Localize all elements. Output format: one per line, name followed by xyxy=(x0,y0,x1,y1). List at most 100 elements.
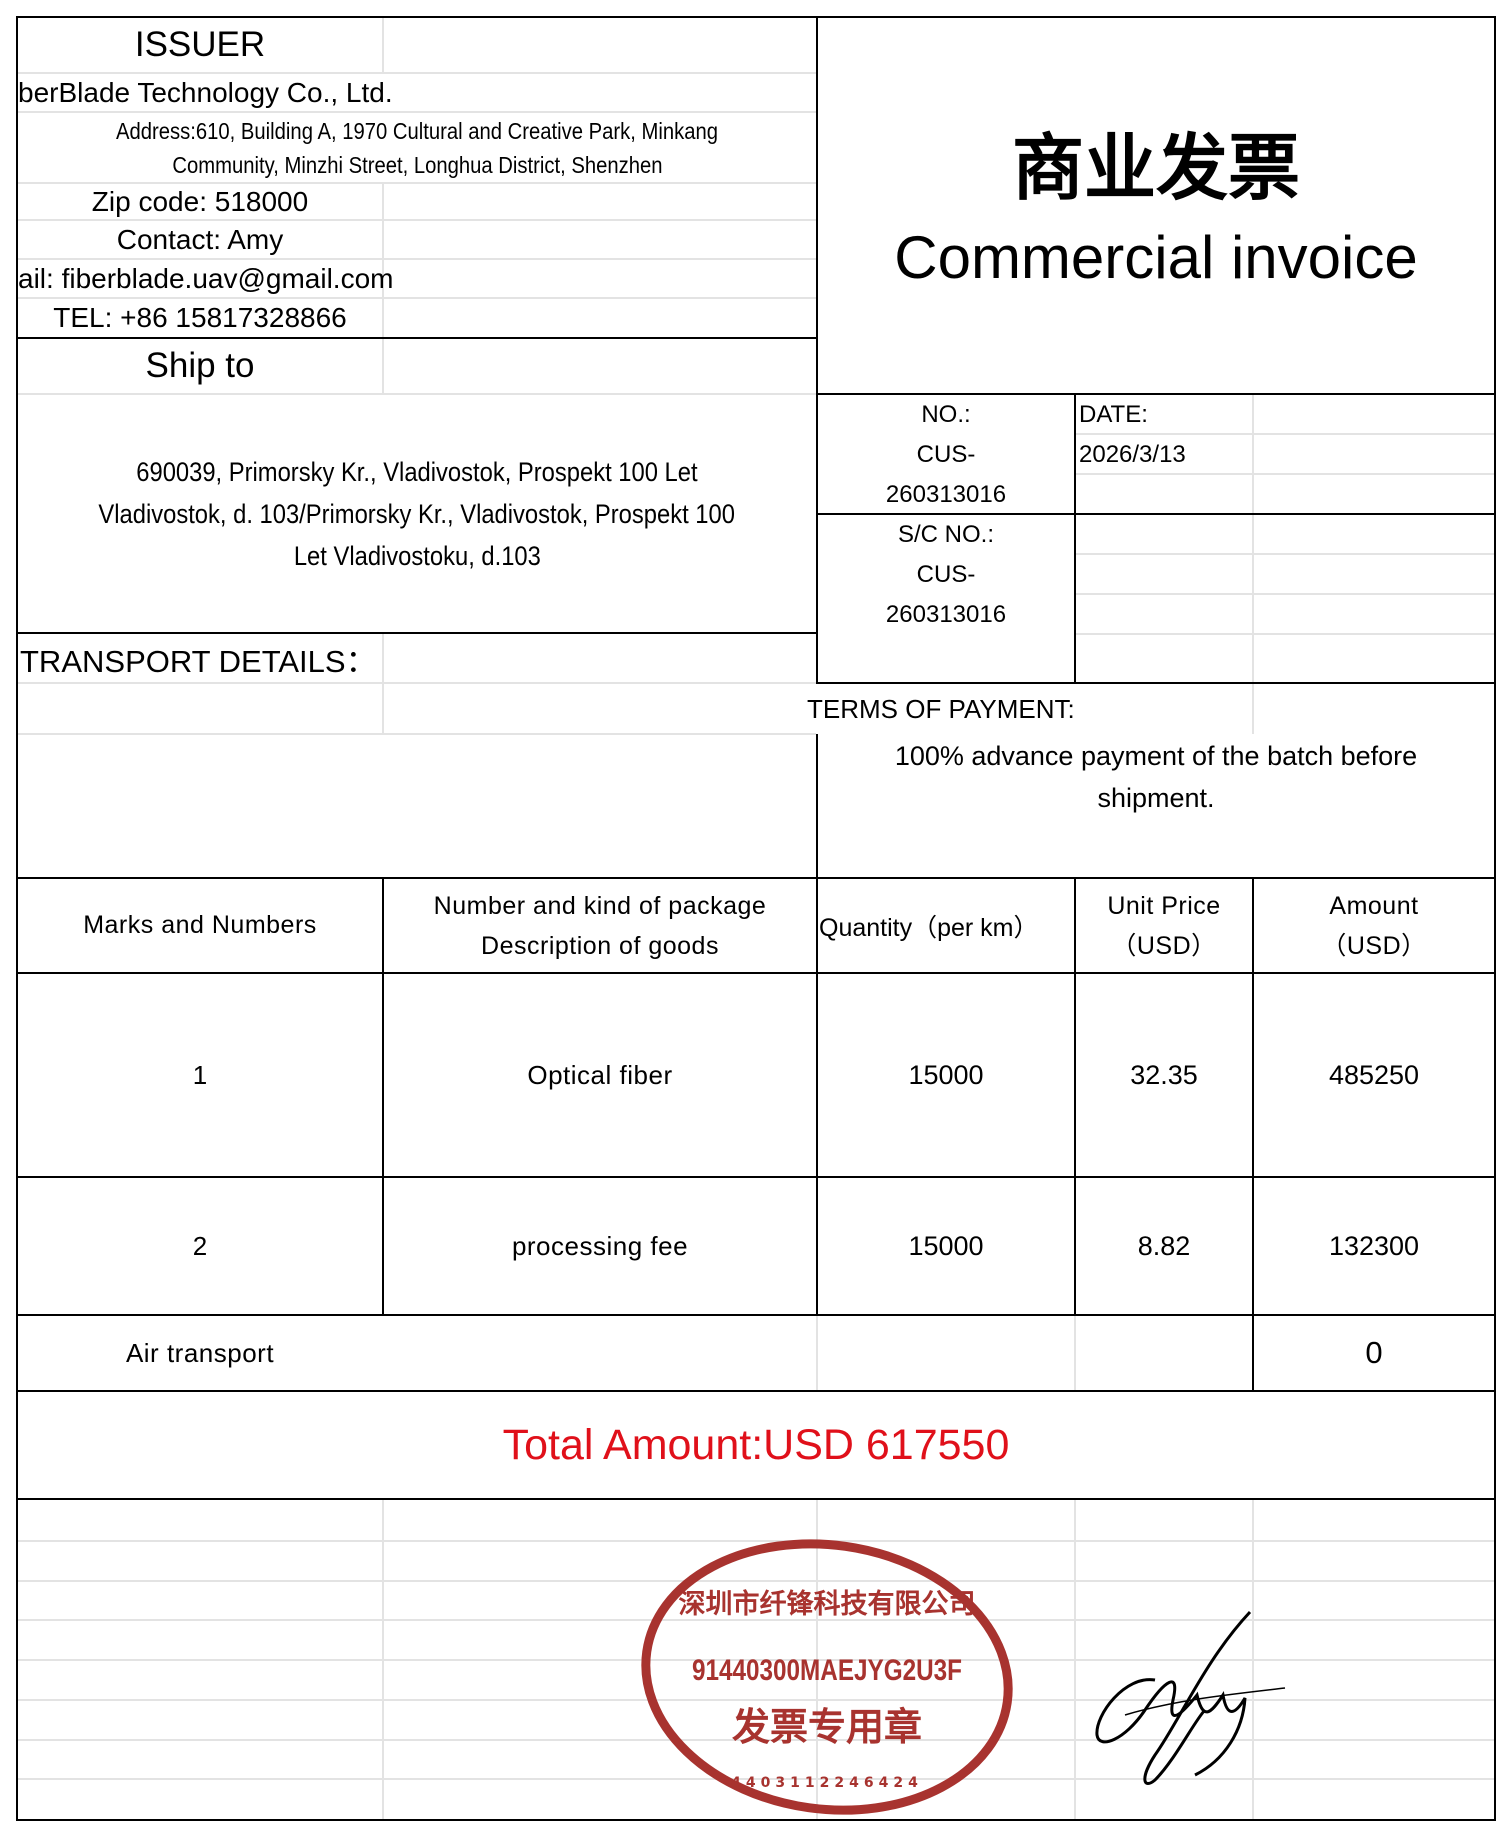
issuer-heading: ISSUER xyxy=(134,24,266,64)
grid-line xyxy=(16,1778,1494,1780)
issuer-address-line2: Community, Minzhi Street, Longhua Distri… xyxy=(171,151,663,178)
border xyxy=(1252,878,1254,1391)
no-value-2: 260313016 xyxy=(885,481,1007,508)
header-package-1: Number and kind of package xyxy=(433,891,767,920)
sc-value-2: 260313016 xyxy=(885,601,1007,628)
border xyxy=(16,337,816,339)
border xyxy=(816,393,1494,395)
border xyxy=(16,16,18,1821)
grid-line xyxy=(1074,633,1494,635)
grid-line xyxy=(816,1499,818,1820)
row-quantity: 15000 xyxy=(908,1230,984,1261)
grid-line xyxy=(1074,1499,1076,1820)
issuer-contact: Contact: Amy xyxy=(116,223,284,255)
grid-line xyxy=(16,393,816,395)
grid-line xyxy=(382,16,384,73)
header-quantity: Quantity（per km） xyxy=(819,913,1039,942)
grid-line xyxy=(382,1499,384,1820)
grid-line xyxy=(16,182,816,184)
company-stamp: 深圳市纤锋科技有限公司 91440300MAEJYG2U3F 发票专用章 440… xyxy=(641,1539,1013,1815)
payment-label: TERMS OF PAYMENT: xyxy=(807,693,1075,724)
issuer-zip: Zip code: 518000 xyxy=(91,185,309,217)
ship-to-line3: Let Vladivostoku, d.103 xyxy=(293,540,541,571)
border xyxy=(16,1819,1496,1821)
row-mark: 2 xyxy=(192,1230,208,1261)
border xyxy=(16,972,1494,974)
grid-line xyxy=(16,1580,1494,1582)
border xyxy=(382,878,384,1315)
ship-to-line1: 690039, Primorsky Kr., Vladivostok, Pros… xyxy=(136,456,698,487)
svg-text:91440300MAEJYG2U3F: 91440300MAEJYG2U3F xyxy=(692,1654,962,1687)
grid-line xyxy=(16,1659,1494,1661)
grid-line xyxy=(16,682,1494,684)
svg-text:深圳市纤锋科技有限公司: 深圳市纤锋科技有限公司 xyxy=(679,1588,976,1620)
grid-line xyxy=(1252,1499,1254,1820)
border xyxy=(16,1498,1494,1500)
signature xyxy=(1095,1610,1286,1786)
svg-text:发票专用章: 发票专用章 xyxy=(732,1705,922,1749)
total-amount: Total Amount:USD 617550 xyxy=(502,1420,1010,1469)
header-package-2: Description of goods xyxy=(481,931,719,960)
grid-line xyxy=(16,1619,1494,1621)
header-marks: Marks and Numbers xyxy=(83,911,317,939)
grid-line xyxy=(382,183,384,338)
border xyxy=(16,1176,1494,1178)
issuer-address: Address:610, Building A, 1970 Cultural a… xyxy=(18,112,816,183)
grid-line xyxy=(16,1540,1494,1542)
date-value: 2026/3/13 xyxy=(1079,441,1186,468)
row-quantity: 15000 xyxy=(908,1059,984,1090)
row-mark: 1 xyxy=(192,1059,208,1090)
border xyxy=(16,16,1494,18)
border xyxy=(1074,394,1076,683)
sc-value-1: CUS- xyxy=(916,561,976,588)
border xyxy=(16,1390,1494,1392)
grid-line xyxy=(16,1739,1494,1741)
issuer-address-line1: Address:610, Building A, 1970 Cultural a… xyxy=(116,117,718,144)
row-description: processing fee xyxy=(511,1230,689,1261)
ship-to-address: 690039, Primorsky Kr., Vladivostok, Pros… xyxy=(18,394,816,633)
grid-line xyxy=(16,219,816,221)
border xyxy=(1494,16,1496,1821)
issuer-email: ail: fiberblade.uav@gmail.com xyxy=(18,262,394,294)
payment-terms: 100% advance payment of the batch before… xyxy=(818,734,1494,820)
grid-line xyxy=(16,297,816,299)
air-transport-label: Air transport xyxy=(125,1337,275,1368)
border xyxy=(816,878,818,1315)
ship-to-line2: Vladivostok, d. 103/Primorsky Kr., Vladi… xyxy=(98,498,736,529)
header-amount-2: （USD） xyxy=(1321,931,1427,960)
grid-line xyxy=(16,72,816,74)
grid-line xyxy=(1074,553,1494,555)
grid-line xyxy=(816,1315,818,1391)
grid-line xyxy=(1074,433,1494,435)
border xyxy=(816,682,1494,684)
air-transport-amount: 0 xyxy=(1365,1335,1383,1370)
issuer-tel: TEL: +86 15817328866 xyxy=(53,302,347,333)
payment-line2: shipment. xyxy=(1097,783,1215,813)
border xyxy=(16,877,1494,879)
grid-line xyxy=(1252,683,1254,734)
grid-line xyxy=(16,111,816,113)
grid-line xyxy=(1252,394,1254,683)
payment-line1: 100% advance payment of the batch before xyxy=(894,741,1418,771)
border xyxy=(816,734,818,878)
row-amount: 485250 xyxy=(1328,1059,1420,1090)
title-chinese: 商业发票 xyxy=(1011,128,1300,209)
border xyxy=(1074,878,1076,1315)
grid-line xyxy=(16,258,816,260)
row-unit-price: 8.82 xyxy=(1137,1230,1191,1261)
date-label: DATE: xyxy=(1079,401,1148,428)
header-amount: Amount （USD） xyxy=(1254,878,1494,973)
grid-line xyxy=(1074,1315,1076,1391)
row-description: Optical fiber xyxy=(527,1059,673,1090)
border xyxy=(816,513,1494,515)
row-amount: 132300 xyxy=(1328,1230,1420,1261)
grid-line xyxy=(16,733,816,735)
no-label: NO.: xyxy=(921,401,971,428)
grid-line xyxy=(1074,473,1494,475)
border xyxy=(16,1314,1494,1316)
grid-line xyxy=(382,338,384,394)
header-amount-1: Amount xyxy=(1329,891,1419,920)
header-unit-price-1: Unit Price xyxy=(1107,891,1221,920)
sc-label: S/C NO.: xyxy=(897,521,994,548)
issuer-company: berBlade Technology Co., Ltd. xyxy=(18,76,393,108)
